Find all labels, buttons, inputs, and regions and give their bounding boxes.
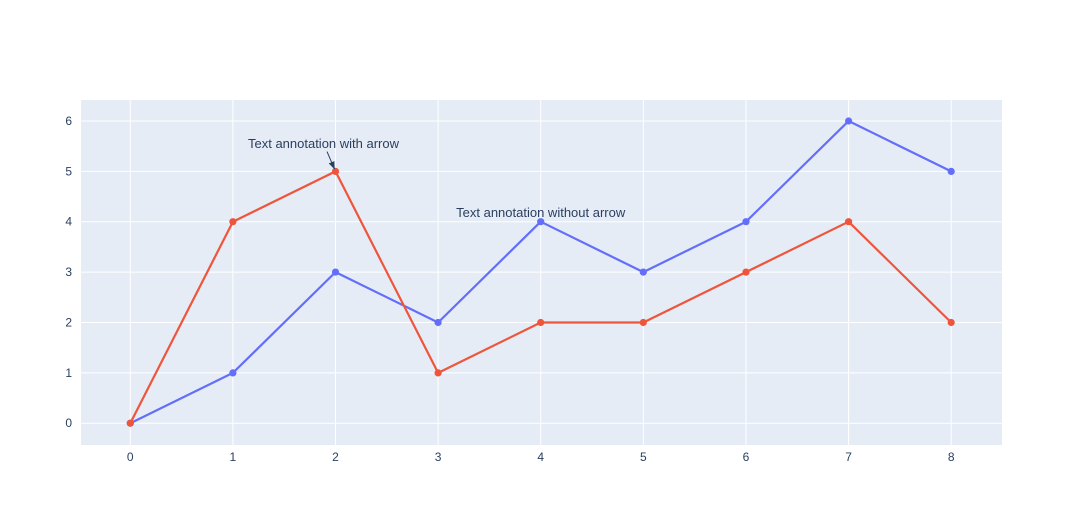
data-point-marker-trace-1[interactable] <box>845 218 853 226</box>
annotation-text: Text annotation without arrow <box>456 205 626 220</box>
data-point-marker-trace-1[interactable] <box>947 318 955 327</box>
data-point-marker-trace-1[interactable] <box>639 318 647 327</box>
data-point-marker-trace-1[interactable] <box>434 369 442 377</box>
x-tick-label: 0 <box>127 450 134 464</box>
y-tick-label: 2 <box>65 315 72 329</box>
x-tick-label: 2 <box>332 450 339 464</box>
data-point-marker-trace-0[interactable] <box>845 117 853 125</box>
data-point-marker-trace-0[interactable] <box>537 218 545 226</box>
y-tick-label: 1 <box>65 366 72 380</box>
data-point-marker-trace-1[interactable] <box>331 167 340 175</box>
data-point-marker-trace-0[interactable] <box>229 369 237 377</box>
data-point-marker-trace-0[interactable] <box>639 268 647 276</box>
data-point-marker-trace-1[interactable] <box>126 419 134 427</box>
x-tick-label: 8 <box>948 450 955 464</box>
y-tick-label: 0 <box>65 416 72 430</box>
data-point-marker-trace-1[interactable] <box>229 218 237 226</box>
annotation-arrow <box>326 151 335 170</box>
x-tick-label: 4 <box>537 450 544 464</box>
y-tick-label: 3 <box>65 265 72 279</box>
data-point-marker-trace-1[interactable] <box>537 318 545 327</box>
y-tick-label: 4 <box>65 215 72 229</box>
x-tick-label: 5 <box>640 450 647 464</box>
y-tick-label: 6 <box>65 114 72 128</box>
x-tick-label: 6 <box>743 450 750 464</box>
x-tick-label: 3 <box>435 450 442 464</box>
data-point-marker-trace-0[interactable] <box>434 318 442 327</box>
y-tick-label: 5 <box>65 164 72 178</box>
data-point-marker-trace-0[interactable] <box>947 167 955 175</box>
data-point-marker-trace-1[interactable] <box>742 268 750 276</box>
x-tick-label: 1 <box>230 450 237 464</box>
data-point-marker-trace-0[interactable] <box>331 268 340 276</box>
annotation-text: Text annotation with arrow <box>248 136 400 151</box>
data-point-marker-trace-0[interactable] <box>742 218 750 226</box>
x-tick-label: 7 <box>845 450 852 464</box>
